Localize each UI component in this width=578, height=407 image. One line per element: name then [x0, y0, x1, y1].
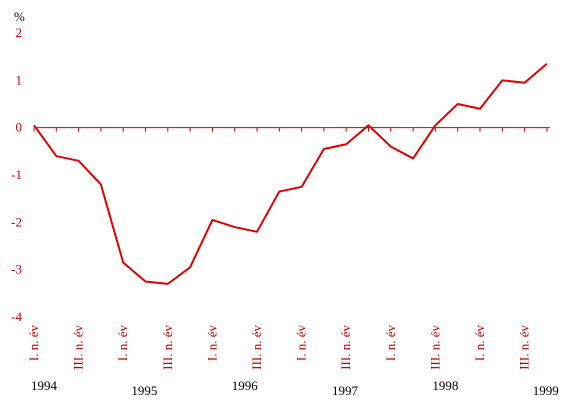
- year-labels: 1994 1995 1996 1997 1998 1999: [31, 378, 559, 398]
- year-label: 1998: [432, 378, 458, 393]
- x-tick-label: III. n. év: [249, 325, 264, 370]
- x-tick-label: III. n. év: [338, 325, 353, 370]
- x-tick-label: I. n. év: [204, 325, 219, 362]
- series-line: [33, 63, 548, 285]
- y-tick-label: 1: [16, 72, 23, 87]
- y-tick-label: -3: [11, 262, 22, 277]
- year-label: 1995: [131, 383, 157, 398]
- y-tick-label: -4: [11, 309, 22, 324]
- y-tick-label: -2: [11, 214, 22, 229]
- x-tick-label: I. n. év: [294, 325, 309, 362]
- year-label: 1994: [31, 378, 58, 393]
- y-axis-ticks: 2 1 0 -1 -2 -3 -4: [11, 25, 22, 324]
- y-tick-label: 0: [16, 120, 23, 135]
- x-tick-label: I. n. év: [115, 325, 130, 362]
- x-axis-tick-labels: I. n. év III. n. év I. n. év III. n. év I. n…: [26, 325, 532, 370]
- y-tick-label: -1: [11, 167, 22, 182]
- year-label: 1996: [232, 378, 259, 393]
- year-label: 1999: [533, 383, 559, 398]
- x-tick-label: III. n. év: [517, 325, 532, 370]
- x-tick-label: I. n. év: [383, 325, 398, 362]
- year-label: 1997: [332, 383, 359, 398]
- x-axis-tick-marks: [33, 127, 548, 132]
- x-tick-label: III. n. év: [427, 325, 442, 370]
- y-axis-unit-label: %: [14, 9, 25, 24]
- x-tick-label: I. n. év: [472, 325, 487, 362]
- x-tick-label: III. n. év: [71, 325, 86, 370]
- x-tick-label: I. n. év: [26, 325, 41, 362]
- y-tick-label: 2: [16, 25, 23, 40]
- x-tick-label: III. n. év: [160, 325, 175, 370]
